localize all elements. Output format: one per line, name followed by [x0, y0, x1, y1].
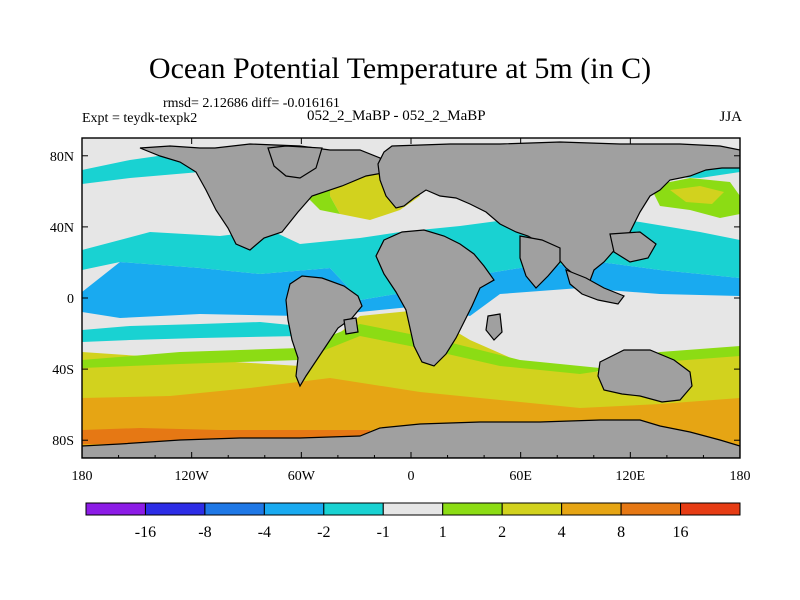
colorbar-label: -4 — [258, 524, 271, 541]
colorbar-swatch — [85, 502, 146, 516]
chart-title: Ocean Potential Temperature at 5m (in C) — [148, 52, 652, 85]
experiment-label: Expt = teydk-texpk2 — [82, 111, 198, 126]
colorbar-swatch — [442, 502, 503, 516]
colorbar-label: -2 — [317, 524, 330, 541]
colorbar-swatch — [263, 502, 325, 516]
zone-south-pacific-cyan — [82, 322, 300, 342]
land-north-america — [139, 143, 389, 251]
land-island-africa-east — [485, 313, 503, 341]
comparison-label: 052_2_MaBP - 052_2_MaBP — [307, 108, 486, 124]
colorbar-swatch — [144, 502, 206, 516]
x-tick-label: 60E — [509, 469, 532, 484]
colorbar-label: -8 — [198, 524, 211, 541]
colorbar-swatch — [680, 502, 741, 516]
colorbar-swatch — [561, 502, 622, 516]
land-africa — [375, 229, 495, 367]
x-tick-label: 60W — [288, 469, 316, 484]
map-field — [82, 138, 740, 458]
colorbar-label: -16 — [135, 524, 156, 541]
colorbar-label: 2 — [498, 524, 506, 541]
land-india — [519, 235, 561, 289]
colorbar-label: 8 — [617, 524, 625, 541]
land-southeast-asia — [565, 268, 625, 305]
zone-southern-green-band — [82, 324, 740, 374]
zone-southern-midlatitude-warm — [82, 310, 740, 408]
colorbar-swatch — [204, 502, 265, 516]
x-tick-label: 0 — [408, 469, 415, 484]
x-tick-label: 180 — [72, 469, 93, 484]
colorbar-label: -1 — [377, 524, 390, 541]
colorbar-label: 16 — [673, 524, 689, 541]
y-tick-label: 0 — [67, 292, 74, 307]
land-island-north-pacific — [609, 231, 657, 263]
colorbar-label: 1 — [439, 524, 447, 541]
x-tick-label: 120E — [616, 469, 646, 484]
colorbar-swatch — [382, 502, 444, 516]
stats-line: rmsd= 2.12686 diff= -0.016161 — [163, 96, 340, 111]
land-south-america — [285, 275, 363, 388]
y-tick-label: 80N — [50, 150, 74, 165]
y-tick-label: 40S — [52, 363, 74, 378]
colorbar-swatch — [323, 502, 384, 516]
land-antarctica — [82, 419, 740, 458]
colorbar-label: 4 — [558, 524, 566, 541]
y-tick-label: 40N — [50, 221, 74, 236]
colorbar-swatch — [620, 502, 682, 516]
x-tick-label: 180 — [730, 469, 751, 484]
zone-north-pacific-yellow — [670, 186, 724, 204]
y-tick-label: 80S — [52, 434, 74, 449]
x-tick-label: 120W — [175, 469, 210, 484]
land-australia — [597, 349, 693, 403]
season-label: JJA — [719, 109, 742, 125]
land-island-south-atlantic — [343, 317, 359, 335]
land-greenland — [267, 145, 323, 179]
colorbar-swatch — [501, 502, 563, 516]
